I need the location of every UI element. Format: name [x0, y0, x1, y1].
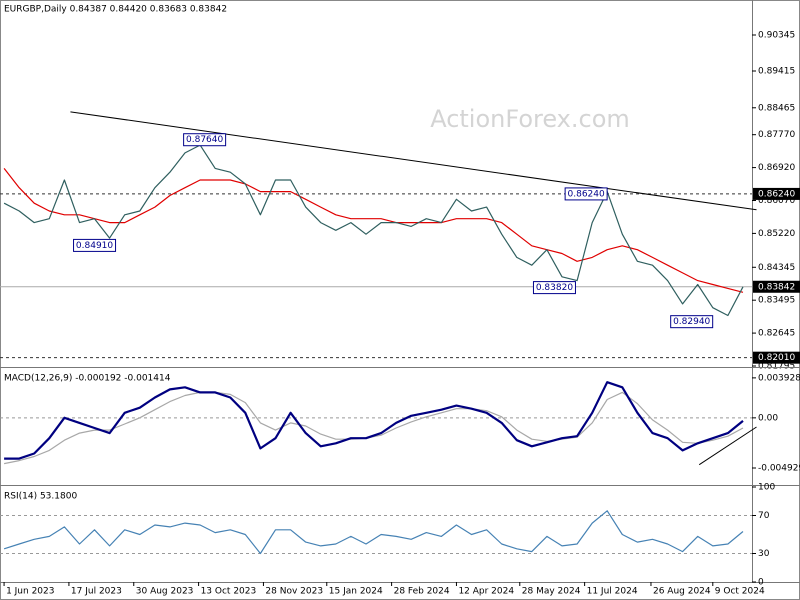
y-tick-label: 0 — [758, 578, 764, 588]
y-tick-label: 0.87770 — [758, 130, 795, 140]
y-tick-label: 0.86070 — [758, 196, 795, 206]
y-tick-label: 0.85220 — [758, 229, 795, 239]
x-tick-label: 1 Jun 2023 — [6, 587, 54, 597]
price-tag — [753, 280, 800, 293]
annotation-label: 0.87640 — [186, 135, 223, 145]
y-tick-label: 70 — [758, 511, 770, 521]
y-tick-label: 0.90345 — [758, 30, 795, 40]
x-tick-label: 28 Feb 2024 — [394, 587, 450, 597]
y-tick-label: 0.86920 — [758, 163, 795, 173]
watermark: ActionForex.com — [430, 105, 630, 133]
annotation-box — [532, 281, 576, 295]
y-tick-label: 0.81795 — [758, 362, 795, 372]
y-tick-label: 0.83495 — [758, 296, 795, 306]
price-tag-label: 0.83842 — [758, 282, 795, 292]
y-tick-label: 0.88465 — [758, 103, 795, 113]
x-tick-label: 9 Oct 2024 — [715, 587, 765, 597]
x-tick-label: 11 Jul 2024 — [587, 587, 638, 597]
series-line — [3, 144, 744, 317]
x-tick-label: 28 May 2024 — [522, 587, 581, 597]
x-tick-label: 13 Oct 2023 — [201, 587, 257, 597]
y-tick-label: 30 — [758, 549, 770, 559]
annotation-label: 0.84910 — [76, 241, 113, 251]
price-tag-label: 0.82010 — [758, 353, 795, 363]
series-line — [4, 381, 744, 460]
x-tick-label: 15 Jan 2024 — [329, 587, 383, 597]
annotation-label: 0.86240 — [568, 189, 605, 199]
x-tick-label: 12 Apr 2024 — [458, 587, 514, 597]
y-tick-label: 0.00 — [758, 413, 778, 423]
x-tick-label: 28 Nov 2023 — [265, 587, 323, 597]
annotation-box — [183, 133, 227, 147]
panel-title: RSI(14) 53.1800 — [4, 492, 77, 502]
price-tag — [753, 187, 800, 200]
annotation-box — [670, 315, 714, 329]
x-tick-label: 26 Aug 2024 — [653, 587, 711, 597]
annotation-label: 0.82940 — [673, 317, 710, 327]
y-tick-label: 0.89415 — [758, 67, 795, 77]
y-tick-label: 100 — [758, 483, 775, 493]
series-line — [3, 168, 744, 293]
price-tag — [753, 351, 800, 364]
panel-title: MACD(12,26,9) -0.000192 -0.001414 — [4, 374, 171, 384]
y-tick-label: 0.003928 — [758, 373, 800, 383]
y-tick-label: 0.84345 — [758, 263, 795, 273]
price-tag-label: 0.86240 — [758, 189, 795, 199]
trend-line — [70, 111, 757, 211]
y-tick-label: -0.004929 — [758, 464, 800, 474]
y-tick-label: 0.82645 — [758, 329, 795, 339]
series-line — [3, 510, 744, 555]
annotation-label: 0.83820 — [536, 283, 573, 293]
annotation-box — [73, 238, 117, 252]
x-tick-label: 30 Aug 2023 — [136, 587, 194, 597]
panel-title: EURGBP,Daily 0.84387 0.84420 0.83683 0.8… — [4, 5, 227, 15]
x-tick-label: 17 Jul 2023 — [71, 587, 122, 597]
annotation-box — [564, 187, 608, 201]
trend-line — [698, 426, 757, 466]
